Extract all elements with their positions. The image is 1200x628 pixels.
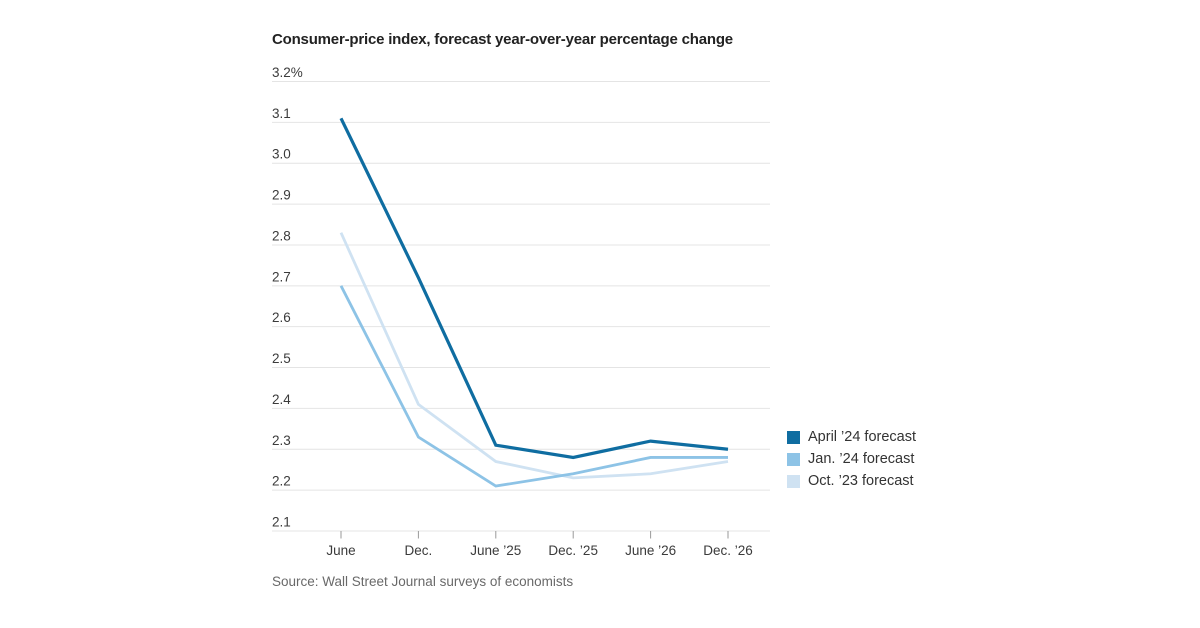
y-axis-label: 2.8 <box>272 228 291 243</box>
source-note: Source: Wall Street Journal surveys of e… <box>272 574 574 589</box>
x-axis-label: June ’26 <box>625 543 676 558</box>
x-axis-label: Dec. <box>405 543 433 558</box>
series-line-0 <box>339 117 729 460</box>
x-axis-label: June ’25 <box>470 543 521 558</box>
series-line-1 <box>339 285 728 488</box>
series-line-2 <box>339 232 729 480</box>
y-axis-label: 2.6 <box>272 310 291 325</box>
y-axis-label: 3.2% <box>272 65 303 80</box>
y-axis-label: 2.5 <box>272 351 291 366</box>
legend-swatch-icon <box>787 430 800 444</box>
y-axis-label: 2.2 <box>272 474 291 489</box>
legend-swatch-icon <box>787 452 800 466</box>
y-axis-label: 2.4 <box>272 392 291 407</box>
x-axis-label: Dec. ’25 <box>548 543 598 558</box>
y-axis-label: 3.0 <box>272 147 291 162</box>
legend-item-oct-23: Oct. ’23 forecast <box>787 470 916 492</box>
legend-label: April ’24 forecast <box>808 429 916 445</box>
chart-legend: April ’24 forecast Jan. ’24 forecast Oct… <box>787 426 916 492</box>
y-axis-label: 2.7 <box>272 269 291 284</box>
y-axis-label: 2.3 <box>272 433 291 448</box>
x-axis-label: June <box>326 543 355 558</box>
chart-title: Consumer-price index, forecast year-over… <box>272 31 733 48</box>
y-axis-label: 2.9 <box>272 188 291 203</box>
legend-label: Oct. ’23 forecast <box>808 473 914 489</box>
y-axis-label: 2.1 <box>272 515 291 530</box>
legend-swatch-icon <box>787 474 800 488</box>
legend-item-jan-24: Jan. ’24 forecast <box>787 448 916 470</box>
y-axis-label: 3.1 <box>272 106 291 121</box>
x-axis-label: Dec. ’26 <box>703 543 753 558</box>
legend-label: Jan. ’24 forecast <box>808 451 915 467</box>
legend-item-april-24: April ’24 forecast <box>787 426 916 448</box>
